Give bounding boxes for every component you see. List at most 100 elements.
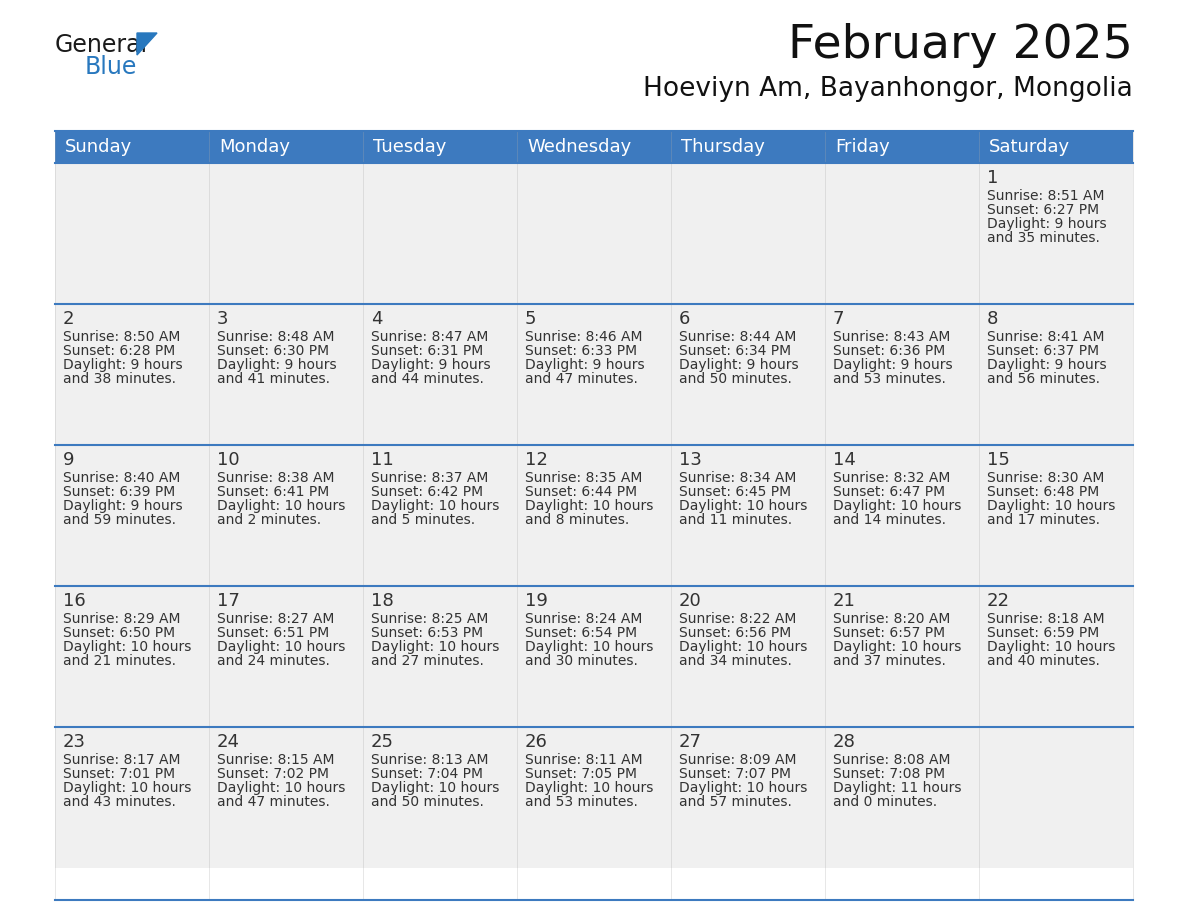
Bar [824, 304, 979, 445]
Text: 2: 2 [63, 310, 75, 328]
Text: Daylight: 11 hours: Daylight: 11 hours [833, 781, 961, 795]
Text: Sunset: 7:04 PM: Sunset: 7:04 PM [371, 767, 484, 781]
Bar [824, 727, 979, 868]
Text: Daylight: 10 hours: Daylight: 10 hours [833, 640, 961, 654]
Text: 18: 18 [371, 592, 393, 610]
Text: Tuesday: Tuesday [373, 138, 447, 156]
Text: Daylight: 9 hours: Daylight: 9 hours [371, 358, 491, 372]
Bar [55, 727, 209, 868]
Text: Sunrise: 8:22 AM: Sunrise: 8:22 AM [680, 612, 796, 626]
Text: Daylight: 9 hours: Daylight: 9 hours [833, 358, 953, 372]
Text: Sunrise: 8:51 AM: Sunrise: 8:51 AM [987, 189, 1105, 203]
Text: Sunrise: 8:24 AM: Sunrise: 8:24 AM [525, 612, 643, 626]
Text: Friday: Friday [835, 138, 890, 156]
Text: and 21 minutes.: and 21 minutes. [63, 654, 176, 668]
Text: Sunrise: 8:37 AM: Sunrise: 8:37 AM [371, 471, 488, 485]
Polygon shape [137, 33, 157, 55]
Text: 16: 16 [63, 592, 86, 610]
Text: Daylight: 10 hours: Daylight: 10 hours [217, 499, 346, 513]
Text: Daylight: 9 hours: Daylight: 9 hours [63, 499, 183, 513]
Text: and 57 minutes.: and 57 minutes. [680, 795, 792, 809]
Text: and 27 minutes.: and 27 minutes. [371, 654, 484, 668]
Text: Sunset: 6:33 PM: Sunset: 6:33 PM [525, 344, 637, 358]
Text: 15: 15 [987, 451, 1010, 469]
Text: Sunrise: 8:27 AM: Sunrise: 8:27 AM [217, 612, 334, 626]
Text: Sunrise: 8:30 AM: Sunrise: 8:30 AM [987, 471, 1105, 485]
Text: Sunset: 6:44 PM: Sunset: 6:44 PM [525, 485, 637, 499]
Bar [55, 445, 209, 586]
Text: 26: 26 [525, 733, 548, 751]
Text: Sunset: 7:01 PM: Sunset: 7:01 PM [63, 767, 175, 781]
Bar [209, 586, 364, 727]
Text: Sunset: 7:02 PM: Sunset: 7:02 PM [217, 767, 329, 781]
Text: 10: 10 [217, 451, 240, 469]
Text: Daylight: 10 hours: Daylight: 10 hours [680, 781, 808, 795]
Text: Sunrise: 8:41 AM: Sunrise: 8:41 AM [987, 330, 1105, 344]
Text: 4: 4 [371, 310, 383, 328]
Text: Thursday: Thursday [681, 138, 765, 156]
Text: 22: 22 [987, 592, 1010, 610]
Bar [671, 586, 824, 727]
Text: Sunset: 6:42 PM: Sunset: 6:42 PM [371, 485, 484, 499]
Text: Daylight: 10 hours: Daylight: 10 hours [371, 499, 499, 513]
Text: Sunrise: 8:47 AM: Sunrise: 8:47 AM [371, 330, 488, 344]
Bar [517, 445, 671, 586]
Bar [824, 163, 979, 304]
Text: and 14 minutes.: and 14 minutes. [833, 513, 946, 527]
Text: Daylight: 10 hours: Daylight: 10 hours [525, 499, 653, 513]
Text: Sunset: 6:30 PM: Sunset: 6:30 PM [217, 344, 329, 358]
Text: and 44 minutes.: and 44 minutes. [371, 372, 484, 386]
Bar [55, 163, 209, 304]
Text: Sunset: 6:47 PM: Sunset: 6:47 PM [833, 485, 946, 499]
Text: Daylight: 9 hours: Daylight: 9 hours [987, 358, 1107, 372]
Text: Sunrise: 8:34 AM: Sunrise: 8:34 AM [680, 471, 796, 485]
Bar [824, 445, 979, 586]
Text: 13: 13 [680, 451, 702, 469]
Bar [517, 304, 671, 445]
Text: and 53 minutes.: and 53 minutes. [833, 372, 946, 386]
Text: Daylight: 10 hours: Daylight: 10 hours [63, 640, 191, 654]
Bar [364, 304, 517, 445]
Text: and 56 minutes.: and 56 minutes. [987, 372, 1100, 386]
Bar [209, 304, 364, 445]
Text: Sunrise: 8:35 AM: Sunrise: 8:35 AM [525, 471, 643, 485]
Text: Sunset: 6:31 PM: Sunset: 6:31 PM [371, 344, 484, 358]
Text: 24: 24 [217, 733, 240, 751]
Text: Sunset: 6:56 PM: Sunset: 6:56 PM [680, 626, 791, 640]
Text: Sunrise: 8:25 AM: Sunrise: 8:25 AM [371, 612, 488, 626]
Bar [671, 304, 824, 445]
Text: Sunrise: 8:48 AM: Sunrise: 8:48 AM [217, 330, 335, 344]
Text: 12: 12 [525, 451, 548, 469]
Bar [979, 727, 1133, 868]
Text: Sunset: 6:36 PM: Sunset: 6:36 PM [833, 344, 946, 358]
Text: Sunrise: 8:15 AM: Sunrise: 8:15 AM [217, 753, 335, 767]
Text: Daylight: 10 hours: Daylight: 10 hours [63, 781, 191, 795]
Text: 6: 6 [680, 310, 690, 328]
Text: and 38 minutes.: and 38 minutes. [63, 372, 176, 386]
Text: 9: 9 [63, 451, 75, 469]
Text: and 0 minutes.: and 0 minutes. [833, 795, 937, 809]
Bar [364, 586, 517, 727]
Text: Monday: Monday [219, 138, 290, 156]
Bar [671, 445, 824, 586]
Text: Sunrise: 8:09 AM: Sunrise: 8:09 AM [680, 753, 796, 767]
Bar [517, 586, 671, 727]
Text: Sunrise: 8:29 AM: Sunrise: 8:29 AM [63, 612, 181, 626]
Text: Sunrise: 8:20 AM: Sunrise: 8:20 AM [833, 612, 950, 626]
Text: Sunrise: 8:32 AM: Sunrise: 8:32 AM [833, 471, 950, 485]
Text: and 11 minutes.: and 11 minutes. [680, 513, 792, 527]
Text: Daylight: 9 hours: Daylight: 9 hours [63, 358, 183, 372]
Text: Sunset: 6:28 PM: Sunset: 6:28 PM [63, 344, 176, 358]
Text: Sunset: 6:59 PM: Sunset: 6:59 PM [987, 626, 1099, 640]
Text: Daylight: 10 hours: Daylight: 10 hours [371, 640, 499, 654]
Text: and 34 minutes.: and 34 minutes. [680, 654, 792, 668]
Text: and 50 minutes.: and 50 minutes. [371, 795, 484, 809]
Text: Daylight: 10 hours: Daylight: 10 hours [525, 781, 653, 795]
Text: Daylight: 10 hours: Daylight: 10 hours [371, 781, 499, 795]
Text: February 2025: February 2025 [788, 23, 1133, 68]
Text: Daylight: 10 hours: Daylight: 10 hours [987, 499, 1116, 513]
Text: and 59 minutes.: and 59 minutes. [63, 513, 176, 527]
Text: Daylight: 10 hours: Daylight: 10 hours [833, 499, 961, 513]
Text: and 5 minutes.: and 5 minutes. [371, 513, 475, 527]
Text: Daylight: 10 hours: Daylight: 10 hours [987, 640, 1116, 654]
